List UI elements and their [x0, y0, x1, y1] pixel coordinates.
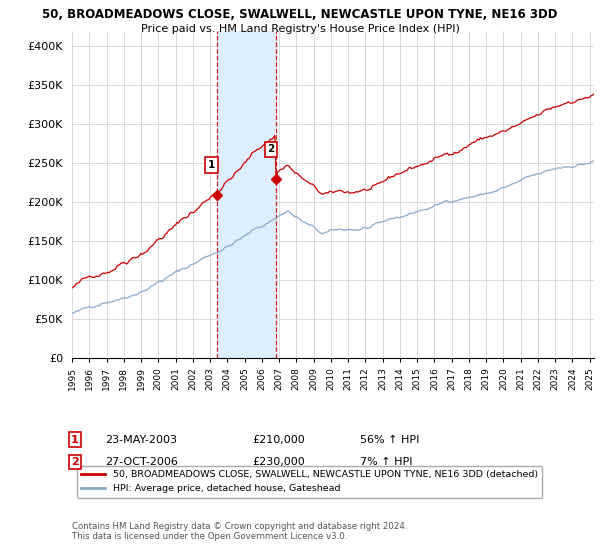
- Text: 2: 2: [268, 144, 275, 155]
- Legend: 50, BROADMEADOWS CLOSE, SWALWELL, NEWCASTLE UPON TYNE, NE16 3DD (detached), HPI:: 50, BROADMEADOWS CLOSE, SWALWELL, NEWCAS…: [77, 466, 542, 498]
- Text: £210,000: £210,000: [252, 435, 305, 445]
- Text: Price paid vs. HM Land Registry's House Price Index (HPI): Price paid vs. HM Land Registry's House …: [140, 24, 460, 34]
- Text: 1: 1: [71, 435, 79, 445]
- Text: 56% ↑ HPI: 56% ↑ HPI: [360, 435, 419, 445]
- Text: 23-MAY-2003: 23-MAY-2003: [105, 435, 177, 445]
- Text: 7% ↑ HPI: 7% ↑ HPI: [360, 457, 413, 467]
- Text: 1: 1: [208, 160, 215, 170]
- Text: Contains HM Land Registry data © Crown copyright and database right 2024.
This d: Contains HM Land Registry data © Crown c…: [72, 522, 407, 542]
- Text: 2: 2: [71, 457, 79, 467]
- Text: 27-OCT-2006: 27-OCT-2006: [105, 457, 178, 467]
- Bar: [217, 31, 276, 358]
- Text: £230,000: £230,000: [252, 457, 305, 467]
- Text: 50, BROADMEADOWS CLOSE, SWALWELL, NEWCASTLE UPON TYNE, NE16 3DD: 50, BROADMEADOWS CLOSE, SWALWELL, NEWCAS…: [42, 8, 558, 21]
